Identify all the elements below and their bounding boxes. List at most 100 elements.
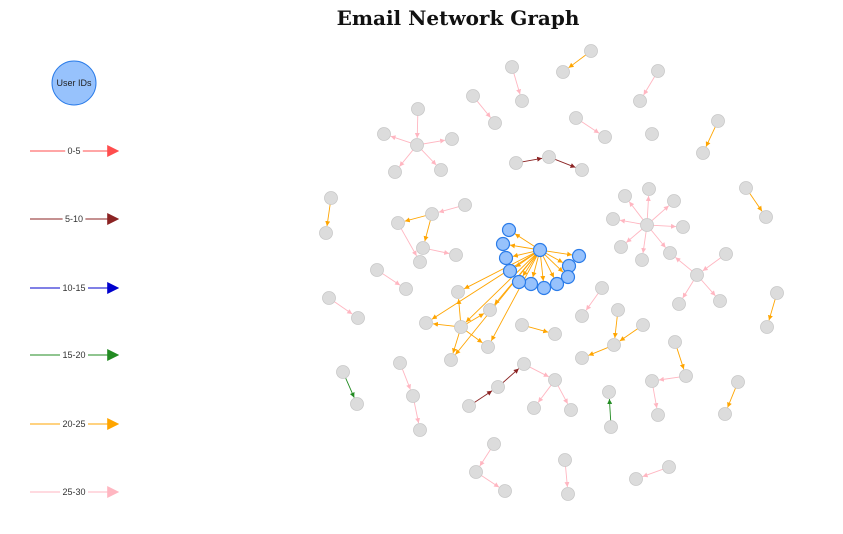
- graph-node[interactable]: [487, 437, 501, 451]
- graph-node[interactable]: [336, 365, 350, 379]
- graph-node[interactable]: [556, 65, 570, 79]
- graph-node[interactable]: [575, 163, 589, 177]
- graph-node[interactable]: [564, 403, 578, 417]
- graph-node[interactable]: [640, 218, 654, 232]
- graph-node[interactable]: [558, 453, 572, 467]
- graph-node[interactable]: [393, 356, 407, 370]
- graph-node[interactable]: [351, 311, 365, 325]
- graph-node[interactable]: [611, 303, 625, 317]
- graph-node[interactable]: [523, 276, 539, 292]
- graph-node[interactable]: [370, 263, 384, 277]
- graph-node[interactable]: [719, 247, 733, 261]
- graph-node[interactable]: [575, 309, 589, 323]
- graph-node[interactable]: [406, 389, 420, 403]
- graph-node[interactable]: [511, 274, 527, 290]
- graph-node[interactable]: [515, 94, 529, 108]
- graph-node[interactable]: [416, 241, 430, 255]
- graph-node[interactable]: [667, 194, 681, 208]
- graph-node[interactable]: [391, 216, 405, 230]
- graph-node[interactable]: [575, 351, 589, 365]
- graph-node[interactable]: [607, 338, 621, 352]
- graph-node[interactable]: [505, 60, 519, 74]
- graph-node[interactable]: [690, 268, 704, 282]
- graph-node[interactable]: [410, 138, 424, 152]
- graph-node[interactable]: [413, 423, 427, 437]
- graph-node[interactable]: [462, 399, 476, 413]
- graph-node[interactable]: [377, 127, 391, 141]
- graph-node[interactable]: [760, 320, 774, 334]
- graph-node[interactable]: [739, 181, 753, 195]
- graph-node[interactable]: [713, 294, 727, 308]
- graph-node[interactable]: [517, 357, 531, 371]
- graph-node[interactable]: [759, 210, 773, 224]
- graph-node[interactable]: [560, 269, 576, 285]
- graph-node[interactable]: [491, 380, 505, 394]
- graph-node[interactable]: [731, 375, 745, 389]
- graph-node[interactable]: [495, 236, 511, 252]
- graph-node[interactable]: [466, 89, 480, 103]
- graph-node[interactable]: [515, 318, 529, 332]
- graph-node[interactable]: [595, 281, 609, 295]
- graph-node[interactable]: [668, 335, 682, 349]
- graph-node[interactable]: [569, 111, 583, 125]
- graph-node[interactable]: [561, 487, 575, 501]
- graph-node[interactable]: [502, 263, 518, 279]
- graph-node[interactable]: [388, 165, 402, 179]
- graph-node[interactable]: [411, 102, 425, 116]
- graph-node[interactable]: [319, 226, 333, 240]
- graph-node-hub[interactable]: [532, 242, 548, 258]
- graph-node[interactable]: [501, 222, 517, 238]
- graph-node[interactable]: [536, 280, 552, 296]
- graph-node[interactable]: [598, 130, 612, 144]
- graph-node[interactable]: [498, 250, 514, 266]
- graph-node[interactable]: [645, 374, 659, 388]
- graph-node[interactable]: [696, 146, 710, 160]
- graph-node[interactable]: [419, 316, 433, 330]
- graph-node[interactable]: [651, 408, 665, 422]
- graph-node[interactable]: [662, 460, 676, 474]
- graph-node[interactable]: [606, 212, 620, 226]
- graph-node[interactable]: [602, 385, 616, 399]
- graph-node[interactable]: [399, 282, 413, 296]
- graph-node[interactable]: [651, 64, 665, 78]
- graph-node[interactable]: [711, 114, 725, 128]
- graph-node[interactable]: [451, 285, 465, 299]
- graph-node[interactable]: [629, 472, 643, 486]
- graph-node[interactable]: [498, 484, 512, 498]
- graph-node[interactable]: [645, 127, 659, 141]
- graph-node[interactable]: [642, 182, 656, 196]
- graph-node[interactable]: [413, 255, 427, 269]
- graph-node[interactable]: [458, 198, 472, 212]
- graph-node[interactable]: [676, 220, 690, 234]
- graph-node[interactable]: [488, 116, 502, 130]
- graph-node[interactable]: [618, 189, 632, 203]
- graph-node[interactable]: [663, 246, 677, 260]
- graph-node[interactable]: [718, 407, 732, 421]
- graph-node[interactable]: [483, 303, 497, 317]
- graph-node[interactable]: [509, 156, 523, 170]
- graph-node[interactable]: [636, 318, 650, 332]
- graph-node[interactable]: [584, 44, 598, 58]
- graph-node[interactable]: [322, 291, 336, 305]
- graph-node[interactable]: [449, 248, 463, 262]
- graph-node[interactable]: [527, 401, 541, 415]
- graph-node[interactable]: [770, 286, 784, 300]
- graph-node[interactable]: [445, 132, 459, 146]
- graph-node[interactable]: [469, 465, 483, 479]
- graph-node[interactable]: [635, 253, 649, 267]
- graph-node[interactable]: [542, 150, 556, 164]
- graph-node[interactable]: [481, 340, 495, 354]
- graph-node[interactable]: [633, 94, 647, 108]
- graph-node[interactable]: [324, 191, 338, 205]
- graph-node[interactable]: [571, 248, 587, 264]
- graph-node[interactable]: [548, 373, 562, 387]
- graph-node[interactable]: [549, 276, 565, 292]
- graph-node[interactable]: [604, 420, 618, 434]
- graph-node[interactable]: [454, 320, 468, 334]
- graph-node[interactable]: [679, 369, 693, 383]
- graph-node[interactable]: [614, 240, 628, 254]
- graph-node[interactable]: [672, 297, 686, 311]
- graph-node[interactable]: [425, 207, 439, 221]
- graph-node[interactable]: [434, 163, 448, 177]
